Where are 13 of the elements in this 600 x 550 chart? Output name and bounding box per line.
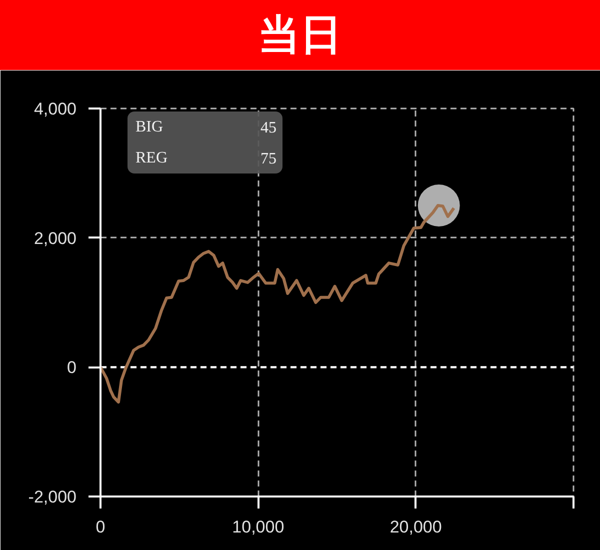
x-tick-label: 20,000 (390, 518, 442, 536)
annotation: 45 (260, 120, 276, 136)
chart-title: 当日 (258, 9, 342, 61)
y-tick-label: 2,000 (34, 228, 77, 248)
y-tick-label: 0 (67, 358, 77, 378)
annotation: 75 (260, 150, 276, 168)
annotation: BIG (136, 118, 164, 136)
x-tick-label: 10,000 (232, 518, 284, 536)
annotation: REG (136, 150, 168, 166)
x-tick-label: 0 (96, 518, 106, 536)
y-tick-label: 4,000 (34, 100, 77, 118)
y-tick-label: -2,000 (28, 488, 76, 506)
line-series (100, 204, 456, 404)
